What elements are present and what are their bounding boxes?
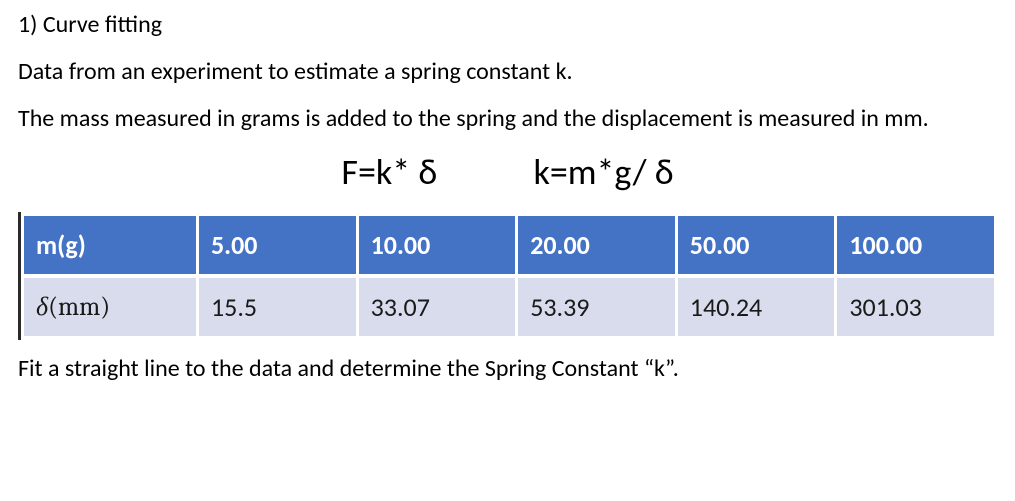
unit-label: (mm) xyxy=(48,292,110,322)
header-label-cell: m(g) xyxy=(24,216,196,274)
header-cell: 20.00 xyxy=(518,216,675,274)
intro-paragraph-2: The mass measured in grams is added to t… xyxy=(18,102,997,137)
header-cell: 100.00 xyxy=(837,216,994,274)
delta-symbol: δ xyxy=(36,292,48,322)
data-label-cell: δ(mm) xyxy=(24,278,196,336)
header-cell: 5.00 xyxy=(199,216,356,274)
formula-1: F=k* δ xyxy=(341,150,437,194)
data-cell: 15.5 xyxy=(199,278,356,336)
table-row: δ(mm) 15.5 33.07 53.39 140.24 301.03 xyxy=(24,278,994,336)
header-cell: 10.00 xyxy=(359,216,516,274)
data-cell: 301.03 xyxy=(837,278,994,336)
data-cell: 33.07 xyxy=(359,278,516,336)
heading-line: 1) Curve fitting xyxy=(18,8,997,43)
table-row: m(g) 5.00 10.00 20.00 50.00 100.00 xyxy=(24,216,994,274)
data-cell: 53.39 xyxy=(518,278,675,336)
data-table: m(g) 5.00 10.00 20.00 50.00 100.00 δ(mm)… xyxy=(18,212,997,340)
document-page: 1) Curve fitting Data from an experiment… xyxy=(0,0,1015,387)
intro-paragraph-1: Data from an experiment to estimate a sp… xyxy=(18,55,997,90)
closing-paragraph: Fit a straight line to the data and dete… xyxy=(18,352,997,387)
formula-row: F=k* δ k=m*g/ δ xyxy=(18,150,997,194)
data-cell: 140.24 xyxy=(678,278,835,336)
header-cell: 50.00 xyxy=(678,216,835,274)
formula-2: k=m*g/ δ xyxy=(533,150,673,194)
